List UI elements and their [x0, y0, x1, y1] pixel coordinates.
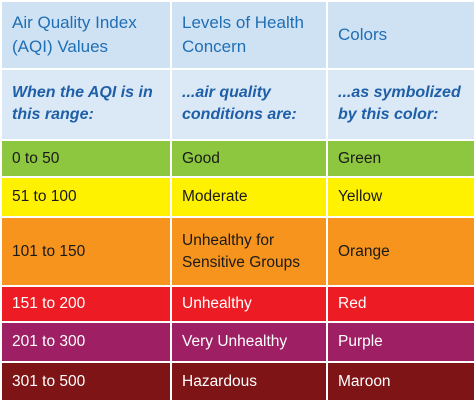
aqi-row-cell: 51 to 100 — [0, 175, 172, 218]
aqi-row-cell: Very Unhealthy — [170, 321, 328, 364]
aqi-row-cell: Hazardous — [170, 361, 328, 402]
header-row-cell: Colors — [326, 0, 474, 70]
header-row-cell: Air Quality Index (AQI) Values — [0, 0, 172, 70]
aqi-row: 101 to 150 Unhealthy for Sensitive Groups… — [0, 215, 474, 288]
aqi-row-cell: Good — [170, 139, 328, 178]
aqi-row-cell: Moderate — [170, 175, 328, 218]
header-row: Air Quality Index (AQI) Values Levels of … — [0, 0, 474, 70]
aqi-row: 301 to 500 Hazardous Maroon — [0, 361, 474, 402]
aqi-row-cell: 201 to 300 — [0, 321, 172, 364]
subheader-row-cell: When the AQI is in this range: — [0, 67, 172, 142]
aqi-row: 201 to 300 Very Unhealthy Purple — [0, 321, 474, 364]
aqi-row-cell: 301 to 500 — [0, 361, 172, 402]
aqi-row: 0 to 50 Good Green — [0, 139, 474, 178]
aqi-row-cell: Unhealthy — [170, 285, 328, 324]
subheader-row-cell: ...as symbolized by this color: — [326, 67, 474, 142]
aqi-row-cell: Orange — [326, 215, 474, 288]
aqi-row: 51 to 100 Moderate Yellow — [0, 175, 474, 218]
header-row-cell: Levels of Health Concern — [170, 0, 328, 70]
aqi-row-cell: Green — [326, 139, 474, 178]
subheader-row: When the AQI is in this range: ...air qua… — [0, 67, 474, 142]
aqi-row-cell: 101 to 150 — [0, 215, 172, 288]
subheader-row-cell: ...air quality conditions are: — [170, 67, 328, 142]
aqi-row-cell: Unhealthy for Sensitive Groups — [170, 215, 328, 288]
aqi-row-cell: 151 to 200 — [0, 285, 172, 324]
aqi-row-cell: Maroon — [326, 361, 474, 402]
aqi-row-cell: Purple — [326, 321, 474, 364]
aqi-row-cell: 0 to 50 — [0, 139, 172, 178]
aqi-row: 151 to 200 Unhealthy Red — [0, 285, 474, 324]
aqi-row-cell: Yellow — [326, 175, 474, 218]
aqi-row-cell: Red — [326, 285, 474, 324]
